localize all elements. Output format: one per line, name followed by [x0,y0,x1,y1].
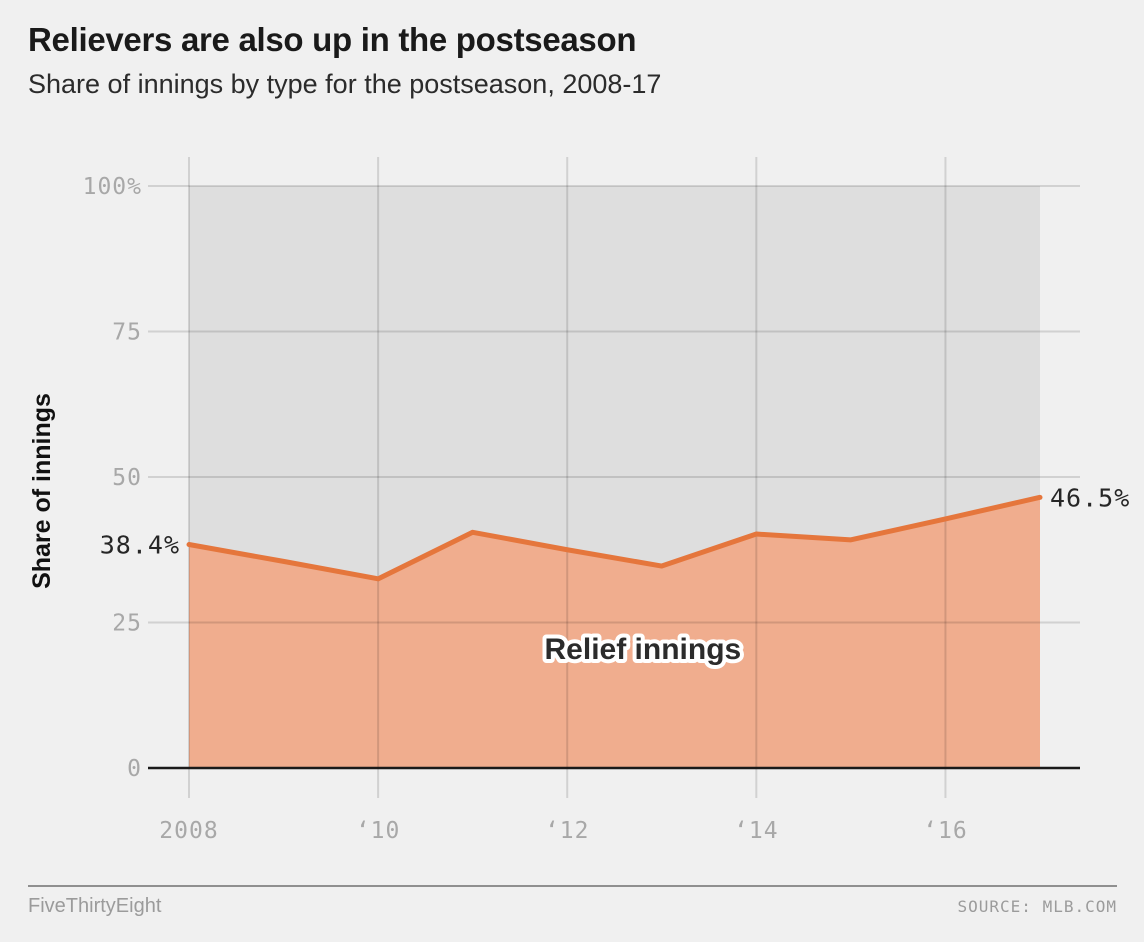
value-label-2008: 38.4% [100,531,180,560]
y-tick-label: 25 [112,611,142,637]
x-tick-label: ‘10 [356,818,401,844]
y-tick-label: 75 [112,320,142,346]
y-axis-label: Share of innings [28,393,56,589]
relief-innings-trend-line [186,494,1043,582]
value-label-2017: 46.5% [1050,483,1130,512]
x-tick-label: ‘12 [545,818,590,844]
fivethirtyeight-logo-text: FiveThirtyEight [28,895,162,917]
relief-innings-area [189,497,1040,768]
y-tick-label: 50 [112,465,142,491]
x-tick-label: 2008 [159,818,218,844]
x-tick-label: ‘14 [734,818,779,844]
x-tick-label: ‘16 [923,818,968,844]
chart-title: Relievers are also up in the postseason [28,21,637,58]
y-tick-label: 100% [83,174,142,200]
chart-header: Relievers are also up in the postseason … [28,20,1118,101]
starter-innings-area [189,186,1040,579]
series-label-relief-innings: Relief innings [545,633,742,666]
chart-subtitle: Share of innings by type for the postsea… [28,68,662,99]
y-tick-label: 0 [127,756,142,782]
chart-footer: FiveThirtyEight SOURCE: MLB.COM [28,885,1117,918]
source-credit: SOURCE: MLB.COM [957,897,1117,916]
